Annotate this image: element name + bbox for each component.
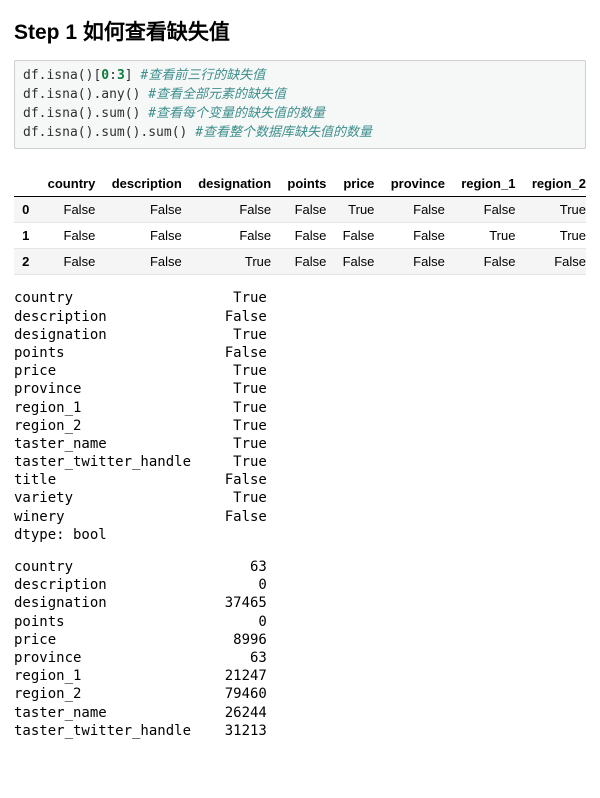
table-cell: False: [453, 249, 524, 275]
table-cell: False: [39, 197, 103, 223]
page-title: Step 1 如何查看缺失值: [14, 16, 586, 46]
table-row-index: 1: [14, 223, 39, 249]
code-token: #查看前三行的缺失值: [140, 68, 265, 83]
table-cell: False: [279, 249, 334, 275]
table-cell: False: [453, 197, 524, 223]
table-cell: False: [39, 249, 103, 275]
table-cell: False: [39, 223, 103, 249]
code-token: #查看每个变量的缺失值的数量: [148, 106, 325, 121]
dataframe-table-wrap: countrydescriptiondesignationpointsprice…: [14, 171, 586, 275]
code-token: df.isna().sum().sum(): [23, 125, 195, 140]
series-any-output: country True description False designati…: [14, 289, 586, 544]
table-cell: False: [279, 223, 334, 249]
table-row: 2FalseFalseTrueFalseFalseFalseFalseFalse: [14, 249, 586, 275]
table-column-header: price: [334, 171, 382, 197]
table-column-header: country: [39, 171, 103, 197]
table-cell: False: [279, 197, 334, 223]
table-cell: True: [523, 223, 586, 249]
code-cell: df.isna()[0:3] #查看前三行的缺失值 df.isna().any(…: [14, 60, 586, 149]
code-token: #查看全部元素的缺失值: [148, 87, 286, 102]
table-cell: False: [382, 197, 453, 223]
code-token: df.isna()[: [23, 68, 101, 83]
table-row: 1FalseFalseFalseFalseFalseFalseTrueTrue: [14, 223, 586, 249]
table-cell: False: [382, 223, 453, 249]
table-cell: True: [523, 197, 586, 223]
code-token: #查看整个数据库缺失值的数量: [195, 125, 372, 140]
table-cell: True: [334, 197, 382, 223]
code-token: ]: [125, 68, 141, 83]
table-cell: False: [103, 197, 189, 223]
table-cell: False: [190, 223, 279, 249]
table-cell: False: [334, 223, 382, 249]
table-cell: False: [523, 249, 586, 275]
table-row: 0FalseFalseFalseFalseTrueFalseFalseTrue: [14, 197, 586, 223]
table-row-index: 2: [14, 249, 39, 275]
table-cell: False: [190, 197, 279, 223]
table-corner: [14, 171, 39, 197]
table-cell: False: [103, 223, 189, 249]
dataframe-table: countrydescriptiondesignationpointsprice…: [14, 171, 586, 275]
table-column-header: description: [103, 171, 189, 197]
table-column-header: region_2: [523, 171, 586, 197]
table-cell: True: [453, 223, 524, 249]
code-token: 0: [101, 68, 109, 83]
table-column-header: designation: [190, 171, 279, 197]
table-row-index: 0: [14, 197, 39, 223]
table-column-header: province: [382, 171, 453, 197]
table-cell: False: [382, 249, 453, 275]
code-token: df.isna().any(): [23, 87, 148, 102]
table-cell: True: [190, 249, 279, 275]
table-cell: False: [103, 249, 189, 275]
series-sum-output: country 63 description 0 designation 374…: [14, 558, 586, 740]
code-token: 3: [117, 68, 125, 83]
table-cell: False: [334, 249, 382, 275]
table-column-header: region_1: [453, 171, 524, 197]
table-column-header: points: [279, 171, 334, 197]
code-token: df.isna().sum(): [23, 106, 148, 121]
code-token: :: [109, 68, 117, 83]
